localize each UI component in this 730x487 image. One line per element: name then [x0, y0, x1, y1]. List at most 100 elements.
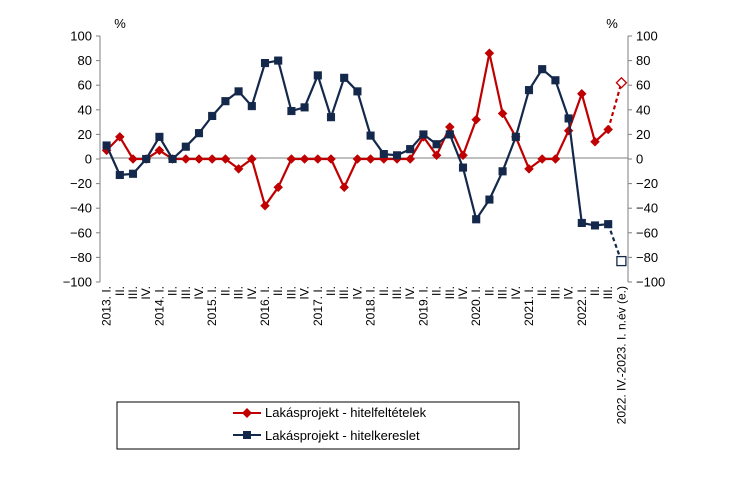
data-point-square — [577, 218, 586, 228]
data-point-diamond — [471, 114, 482, 125]
x-tick-label: II. — [535, 286, 549, 296]
data-point-diamond — [154, 145, 165, 156]
y-tick-right: 20 — [636, 127, 650, 142]
x-tick-label: II. — [113, 286, 127, 296]
x-tick-label: II. — [166, 286, 180, 296]
data-point-square — [445, 130, 454, 139]
left-unit-label: % — [114, 16, 126, 31]
x-tick-label: III. — [232, 286, 246, 299]
data-point-diamond — [286, 154, 297, 164]
y-tick-right: 100 — [636, 29, 658, 44]
data-point-diamond — [352, 154, 363, 164]
x-tick-label: III. — [601, 286, 615, 299]
data-point-square — [181, 142, 190, 151]
data-point-square — [392, 151, 402, 160]
x-tick-label: 2017. I. — [311, 286, 325, 326]
x-tick-label: 2022. IV.-2023. I. n.év (e.) — [614, 286, 628, 424]
x-tick-label: II. — [430, 286, 444, 296]
x-tick-labels: 2013. I. II. III. IV. 2014. I. II. III. IV. 2015… — [100, 286, 629, 424]
y-tick-left: 80 — [78, 53, 92, 68]
y-tick-left: −80 — [70, 250, 92, 265]
x-tick-label: 2020. I. — [469, 286, 483, 326]
data-point-square — [155, 132, 164, 141]
x-tick-label: III. — [390, 286, 404, 299]
data-point-diamond — [326, 154, 336, 164]
data-point-diamond — [339, 182, 350, 193]
data-point-diamond — [615, 76, 628, 89]
data-point-diamond — [550, 154, 561, 164]
forecast-line — [607, 82, 623, 130]
data-point-diamond — [207, 154, 218, 164]
x-tick-label: IV. — [139, 286, 153, 300]
x-tick-label: III. — [496, 286, 510, 299]
data-point-diamond — [431, 150, 442, 161]
data-point-diamond — [114, 132, 125, 142]
data-point-square — [472, 215, 481, 224]
data-point-square — [551, 76, 560, 85]
data-point-diamond — [194, 154, 204, 164]
tick-labels: −100 −100 −80 −80 −60 −60 −40 −40 −20 −20 0 0 20 20 40… — [63, 29, 666, 290]
x-tick-label: II. — [218, 286, 232, 296]
x-tick-label: II. — [588, 286, 602, 296]
x-tick-label: III. — [548, 286, 562, 299]
x-tick-label: IV. — [350, 286, 364, 300]
x-tick-label: III. — [337, 286, 351, 299]
data-point-square — [128, 169, 138, 178]
data-point-square — [366, 131, 375, 140]
series — [101, 48, 628, 267]
x-tick-label: IV. — [403, 286, 417, 300]
x-tick-label: IV. — [509, 286, 523, 300]
y-tick-right: −80 — [636, 250, 658, 265]
data-point-square — [326, 113, 336, 122]
data-point-diamond — [590, 136, 600, 147]
data-point-square — [511, 132, 520, 141]
y-tick-left: 100 — [70, 29, 92, 44]
data-point-square — [406, 145, 415, 154]
y-tick-left: 60 — [78, 78, 92, 93]
forecast-line — [607, 223, 623, 262]
y-tick-left: −60 — [70, 225, 92, 240]
legend-label-hitelfeltetelek: Lakásprojekt - hitelfeltételek — [265, 405, 427, 420]
data-point-square — [142, 154, 151, 164]
data-point-diamond — [233, 163, 244, 174]
axes: % % — [99, 16, 629, 282]
data-point-diamond — [458, 150, 468, 161]
y-tick-left: −100 — [63, 275, 92, 290]
data-point-diamond — [246, 154, 257, 164]
y-tick-right: 0 — [636, 152, 643, 167]
data-point-diamond — [299, 154, 310, 164]
data-point-diamond — [576, 88, 587, 99]
data-point-square — [524, 86, 534, 95]
x-tick-label: 2013. I. — [100, 286, 114, 326]
data-point-square — [247, 102, 256, 111]
legend-item-hitelfeltetelek: Lakásprojekt - hitelfeltételek — [233, 405, 427, 420]
data-point-square — [234, 87, 243, 96]
data-point-diamond — [128, 154, 138, 164]
data-point-square — [274, 56, 283, 65]
data-point-diamond — [563, 125, 574, 136]
legend-marker-square — [243, 431, 251, 439]
data-point-diamond — [180, 154, 191, 164]
y-tick-right: −100 — [636, 275, 665, 290]
y-tick-left: 20 — [78, 127, 92, 142]
x-tick-label: IV. — [456, 286, 470, 300]
data-point-square — [115, 170, 124, 180]
data-point-square — [194, 129, 204, 138]
data-point-square — [498, 167, 507, 176]
data-point-square — [564, 114, 573, 123]
x-tick-label: IV. — [562, 286, 576, 300]
data-point-diamond — [260, 200, 270, 211]
data-point-square — [221, 97, 230, 106]
x-tick-label: III. — [443, 286, 457, 299]
data-point-square — [538, 65, 547, 74]
data-point-diamond — [524, 163, 534, 174]
y-tick-right: −40 — [636, 201, 658, 216]
data-point-square — [168, 154, 177, 164]
data-point-diamond — [603, 124, 614, 135]
data-point-diamond — [220, 154, 231, 164]
x-tick-label: 2022. I. — [575, 286, 589, 326]
x-tick-label: II. — [377, 286, 391, 296]
y-tick-left: 40 — [78, 102, 92, 117]
data-point-diamond — [273, 182, 284, 193]
